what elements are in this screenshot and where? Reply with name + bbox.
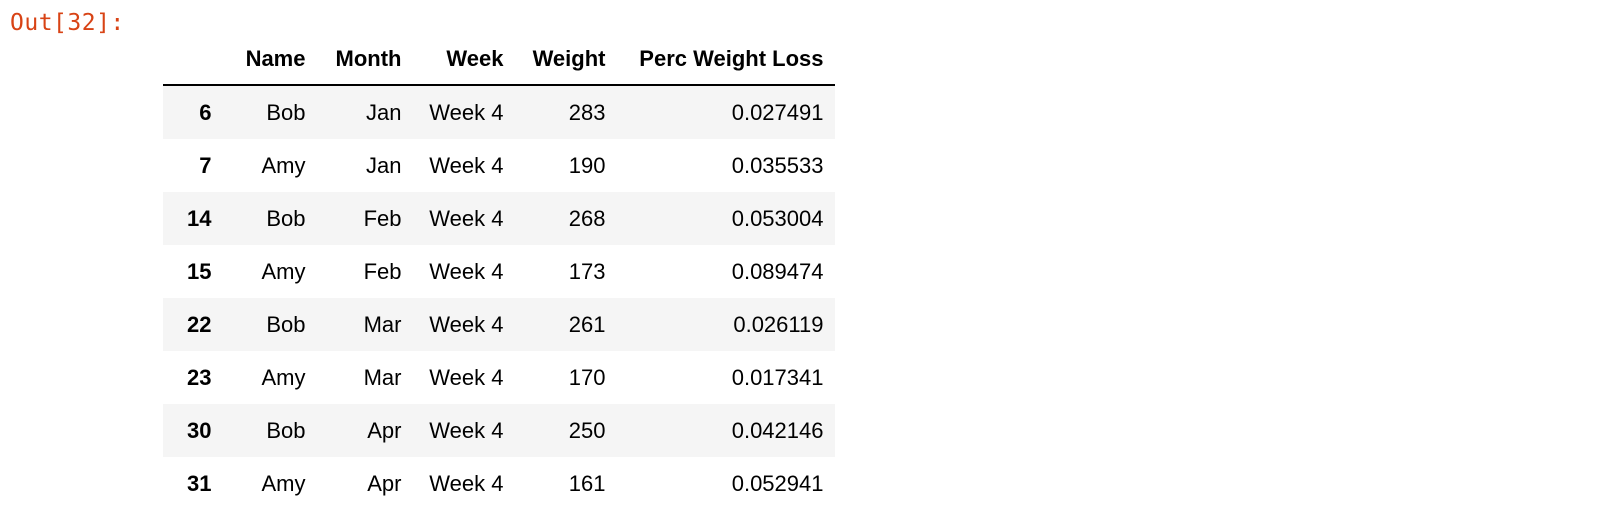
cell-perc-weight-loss: 0.042146 [731, 417, 824, 443]
cell-month: Mar [363, 311, 402, 337]
table-row: 30 Bob Apr Week 4 250 0.042146 [163, 404, 836, 457]
cell-weight: 173 [568, 258, 606, 284]
cell-perc-weight-loss: 0.017341 [731, 364, 824, 390]
cell-name: Bob [266, 205, 306, 231]
output-prompt: Out[32]: [10, 10, 125, 36]
index-header [163, 34, 224, 86]
header-row: Name Month Week Weight Perc Weight Loss [163, 34, 836, 86]
cell-perc-weight-loss: 0.026119 [733, 311, 824, 337]
cell-week: Week 4 [429, 311, 504, 337]
cell-name: Bob [266, 311, 306, 337]
cell-perc-weight-loss: 0.053004 [731, 205, 824, 231]
cell-weight: 261 [568, 311, 606, 337]
cell-weight: 268 [568, 205, 606, 231]
cell-month: Jan [366, 152, 402, 178]
cell-week: Week 4 [429, 470, 504, 496]
cell-name: Bob [266, 99, 306, 125]
column-header-month: Month [317, 34, 414, 86]
dataframe-table: Name Month Week Weight Perc Weight Loss … [163, 34, 836, 510]
cell-week: Week 4 [429, 205, 504, 231]
cell-name: Bob [266, 417, 306, 443]
row-index: 6 [199, 99, 212, 125]
table-row: 23 Amy Mar Week 4 170 0.017341 [163, 351, 835, 404]
cell-weight: 283 [568, 99, 606, 125]
cell-month: Feb [363, 205, 402, 231]
row-index: 15 [187, 258, 212, 284]
cell-name: Amy [261, 258, 306, 284]
cell-weight: 190 [568, 152, 606, 178]
cell-name: Amy [261, 470, 306, 496]
row-index: 22 [187, 311, 212, 337]
cell-week: Week 4 [429, 417, 504, 443]
table-row: 7 Amy Jan Week 4 190 0.035533 [163, 139, 835, 192]
cell-week: Week 4 [429, 99, 504, 125]
row-index: 31 [187, 470, 212, 496]
cell-week: Week 4 [429, 258, 504, 284]
cell-weight: 161 [568, 470, 606, 496]
row-index: 23 [187, 364, 212, 390]
cell-perc-weight-loss: 0.027491 [731, 99, 824, 125]
table-row: 15 Amy Feb Week 4 173 0.089474 [163, 245, 835, 298]
table-row: 22 Bob Mar Week 4 261 0.026119 [163, 298, 836, 351]
cell-perc-weight-loss: 0.035533 [731, 152, 824, 178]
cell-week: Week 4 [429, 364, 504, 390]
column-header-perc-weight-loss: Perc Weight Loss [617, 34, 836, 86]
dataframe-output: Name Month Week Weight Perc Weight Loss … [163, 34, 836, 510]
cell-weight: 250 [568, 417, 606, 443]
row-index: 30 [187, 417, 212, 443]
table-row: 6 Bob Jan Week 4 283 0.027491 [163, 85, 836, 139]
cell-month: Apr [367, 417, 402, 443]
cell-perc-weight-loss: 0.089474 [731, 258, 824, 284]
table-body: 6 Bob Jan Week 4 283 0.027491 7 Amy Jan … [163, 85, 836, 510]
cell-name: Amy [261, 364, 306, 390]
row-index: 14 [187, 205, 212, 231]
cell-weight: 170 [568, 364, 606, 390]
column-header-week: Week [413, 34, 516, 86]
cell-month: Jan [366, 99, 402, 125]
column-header-name: Name [223, 34, 318, 86]
cell-perc-weight-loss: 0.052941 [731, 470, 824, 496]
column-header-weight: Weight [515, 34, 618, 86]
cell-month: Mar [363, 364, 402, 390]
cell-name: Amy [261, 152, 306, 178]
cell-month: Apr [367, 470, 402, 496]
table-header: Name Month Week Weight Perc Weight Loss [163, 34, 836, 86]
table-row: 14 Bob Feb Week 4 268 0.053004 [163, 192, 836, 245]
table-row: 31 Amy Apr Week 4 161 0.052941 [163, 457, 835, 510]
cell-week: Week 4 [429, 152, 504, 178]
row-index: 7 [199, 152, 212, 178]
cell-month: Feb [363, 258, 402, 284]
